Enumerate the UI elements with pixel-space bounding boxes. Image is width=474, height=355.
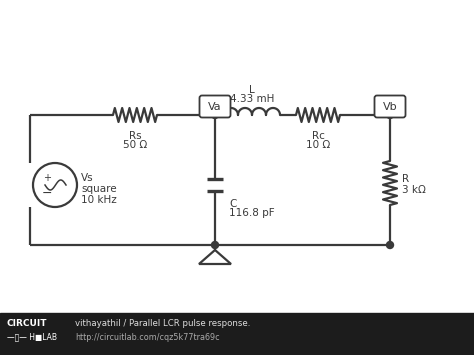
Circle shape	[386, 111, 393, 119]
Bar	[0, 313, 474, 355]
Circle shape	[386, 241, 393, 248]
Text: 4.33 mH: 4.33 mH	[230, 94, 274, 104]
Text: R: R	[402, 174, 409, 184]
Text: −: −	[42, 186, 52, 200]
Text: Rc: Rc	[311, 131, 324, 141]
Text: L: L	[249, 85, 255, 95]
Circle shape	[211, 241, 219, 248]
Text: 50 Ω: 50 Ω	[123, 140, 147, 150]
Circle shape	[211, 111, 219, 119]
Text: 116.8 pF: 116.8 pF	[229, 208, 274, 218]
Text: http://circuitlab.com/cqz5k77tra69c: http://circuitlab.com/cqz5k77tra69c	[75, 333, 219, 342]
FancyBboxPatch shape	[200, 95, 230, 118]
Text: C: C	[229, 199, 237, 209]
Text: Vs: Vs	[81, 173, 94, 183]
Text: vithayathil / Parallel LCR pulse response.: vithayathil / Parallel LCR pulse respons…	[75, 320, 250, 328]
FancyBboxPatch shape	[374, 95, 405, 118]
Text: Vb: Vb	[383, 102, 397, 111]
Text: CIRCUIT: CIRCUIT	[7, 320, 47, 328]
Text: Va: Va	[208, 102, 222, 111]
Text: Rs: Rs	[128, 131, 141, 141]
Text: square: square	[81, 184, 117, 194]
Text: 3 kΩ: 3 kΩ	[402, 185, 426, 195]
Text: 10 kHz: 10 kHz	[81, 195, 117, 205]
Text: —⧷— H■LAB: —⧷— H■LAB	[7, 333, 57, 342]
Text: +: +	[43, 173, 51, 183]
Text: 10 Ω: 10 Ω	[306, 140, 330, 150]
